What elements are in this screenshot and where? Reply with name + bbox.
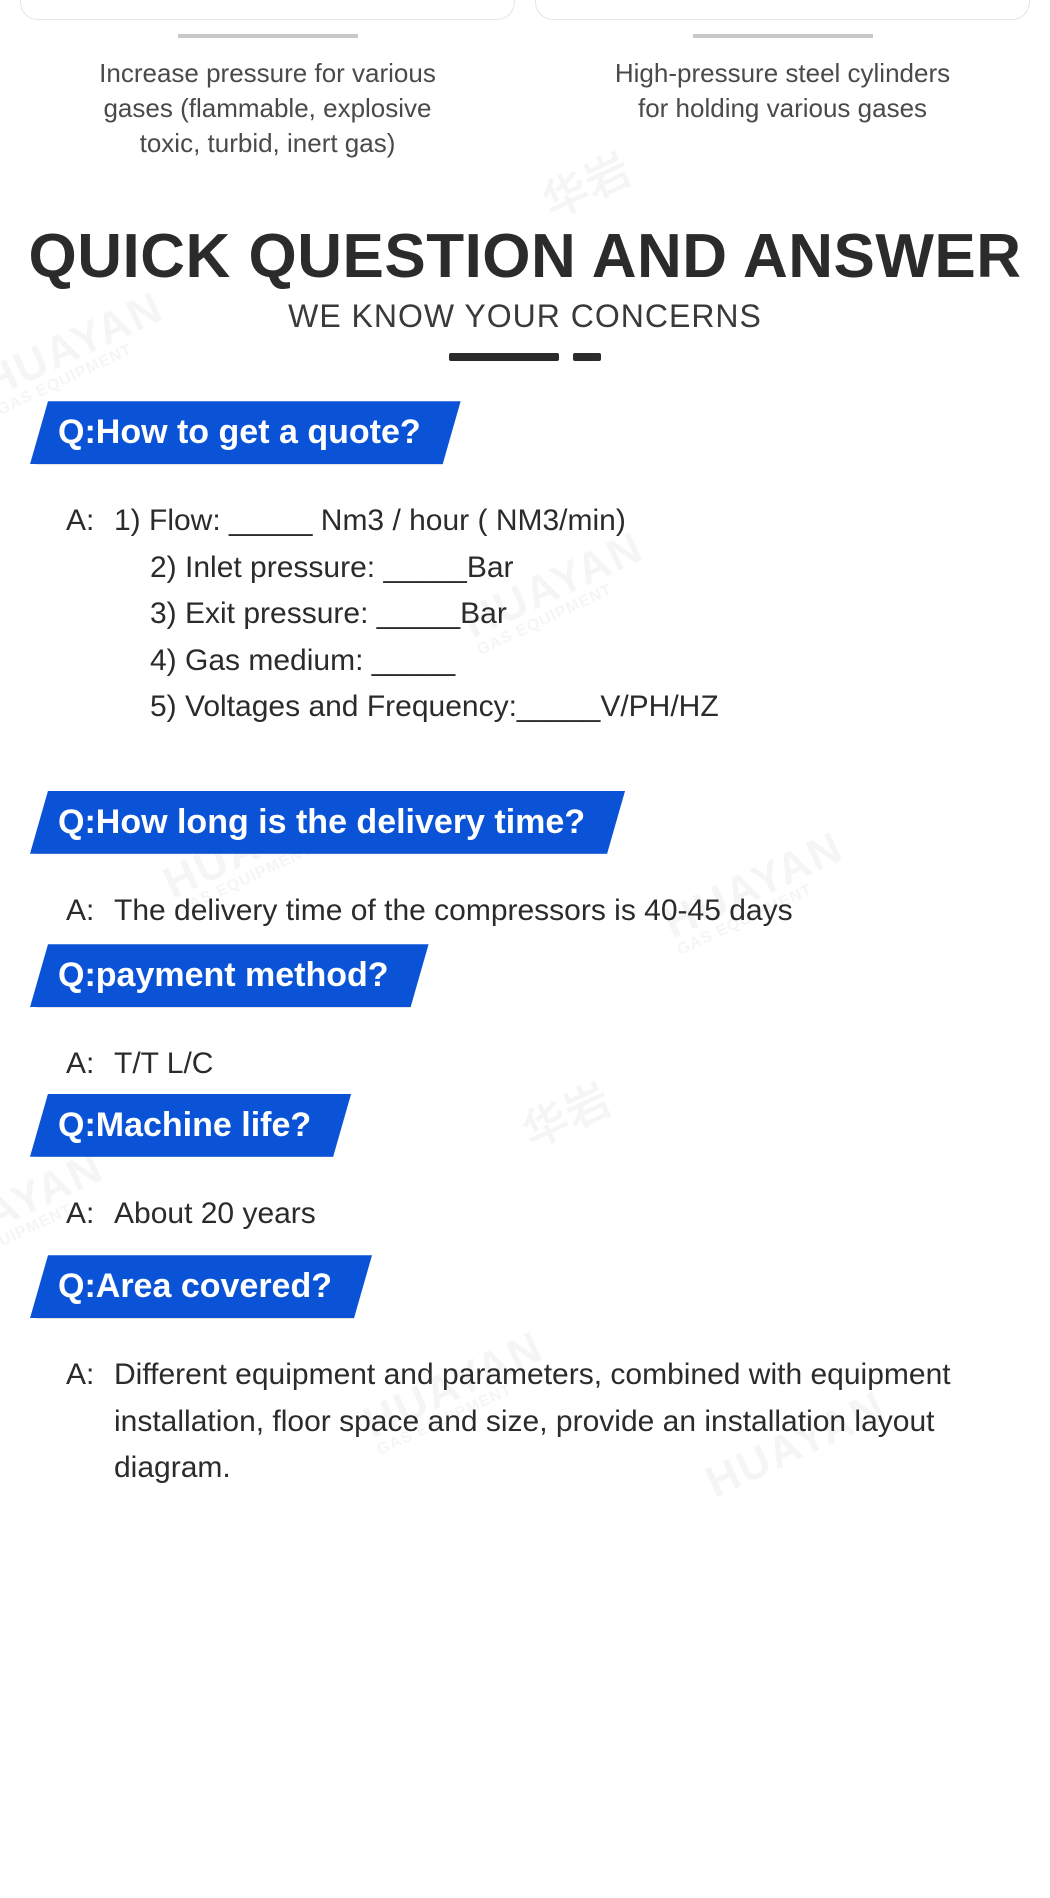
- answer-label: A:: [66, 1191, 114, 1238]
- caption-right: High-pressure steel cylinders for holdin…: [535, 56, 1030, 126]
- qa-section: Q:How to get a quote? A: 1) Flow: _____ …: [0, 401, 1050, 1492]
- dash-short: [573, 353, 601, 361]
- question-banner-2: Q:How long is the delivery time?: [30, 791, 625, 854]
- caption-divider: [693, 34, 873, 38]
- answer-1-l4: 4) Gas medium: _____: [66, 638, 960, 685]
- caption-left: Increase pressure for various gases (fla…: [20, 56, 515, 161]
- caption-left-l1: Increase pressure for various: [20, 56, 515, 91]
- answer-1-l1: 1) Flow: _____ Nm3 / hour ( NM3/min): [114, 498, 960, 545]
- question-banner-1: Q:How to get a quote?: [30, 401, 461, 464]
- caption-right-l1: High-pressure steel cylinders: [535, 56, 1030, 91]
- answer-1-l5: 5) Voltages and Frequency:_____V/PH/HZ: [66, 684, 960, 731]
- dash-long: [449, 353, 559, 361]
- caption-right-l2: for holding various gases: [535, 91, 1030, 126]
- answer-1-l3: 3) Exit pressure: _____Bar: [66, 591, 960, 638]
- top-captions-row: Increase pressure for various gases (fla…: [0, 20, 1050, 161]
- answer-1: A: 1) Flow: _____ Nm3 / hour ( NM3/min) …: [30, 498, 1020, 731]
- answer-3-body: T/T L/C: [114, 1041, 960, 1088]
- top-card-left: [20, 0, 515, 20]
- answer-5: A: Different equipment and parameters, c…: [30, 1352, 1020, 1492]
- title-divider: [0, 353, 1050, 361]
- top-cards-row: [0, 0, 1050, 20]
- page-title: QUICK QUESTION AND ANSWER: [0, 221, 1050, 292]
- answer-label: A:: [66, 1041, 114, 1088]
- caption-divider: [178, 34, 358, 38]
- answer-1-l2: 2) Inlet pressure: _____Bar: [66, 545, 960, 592]
- caption-left-l3: toxic, turbid, inert gas): [20, 126, 515, 161]
- page-subtitle: WE KNOW YOUR CONCERNS: [0, 298, 1050, 335]
- answer-4: A: About 20 years: [30, 1191, 1020, 1238]
- answer-4-body: About 20 years: [114, 1191, 960, 1238]
- answer-2-body: The delivery time of the compressors is …: [114, 888, 960, 935]
- answer-label: A:: [66, 888, 114, 935]
- question-banner-5: Q:Area covered?: [30, 1255, 372, 1318]
- answer-5-body: Different equipment and parameters, comb…: [114, 1352, 960, 1492]
- question-banner-4: Q:Machine life?: [30, 1094, 351, 1157]
- answer-label: A:: [66, 1352, 114, 1492]
- answer-3: A: T/T L/C: [30, 1041, 1020, 1088]
- answer-2: A: The delivery time of the compressors …: [30, 888, 1020, 935]
- question-banner-3: Q:payment method?: [30, 944, 429, 1007]
- answer-label: A:: [66, 498, 114, 545]
- top-card-right: [535, 0, 1030, 20]
- caption-left-l2: gases (flammable, explosive: [20, 91, 515, 126]
